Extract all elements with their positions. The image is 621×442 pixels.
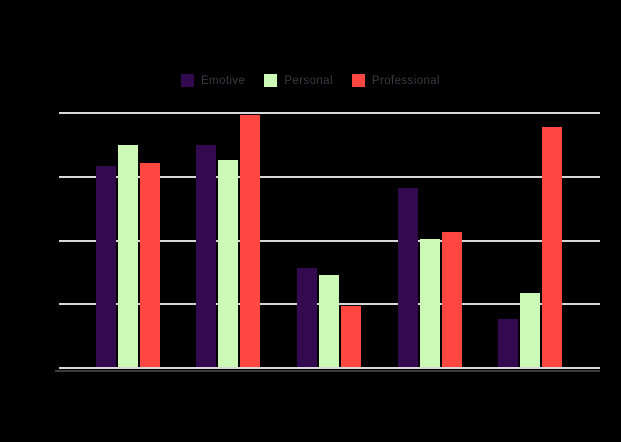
bar-emotive-group1 [95,166,116,367]
legend-label: Personal [284,74,333,87]
legend-label: Emotive [200,74,246,87]
legend-item-personal: Personal [264,74,333,87]
chart-legend: Emotive Personal Professional [0,74,621,87]
bar-professional-group3 [340,306,361,367]
bar-group-2 [196,112,261,367]
bar-personal-group2 [218,160,239,367]
bar-personal-group5 [520,293,541,367]
bar-emotive-group5 [498,319,519,367]
bar-emotive-group4 [397,188,418,367]
bar-emotive-group3 [296,268,317,367]
bar-personal-group1 [117,145,138,367]
bar-group-4 [397,112,462,367]
bar-professional-group4 [441,232,462,367]
gridline-75 [59,175,600,178]
bar-group-3 [296,112,361,367]
bar-group-1 [95,112,160,367]
bar-professional-group2 [240,115,261,367]
legend-label: Professional [371,74,441,87]
bar-personal-group3 [318,275,339,367]
legend-swatch-icon [180,74,194,87]
x-axis-line [55,370,600,372]
gridline-50 [59,239,600,242]
gridline-0 [59,367,600,369]
bar-professional-group1 [139,163,160,367]
bar-group-5 [498,112,563,367]
legend-item-professional: Professional [351,74,441,87]
gridline-100 [59,112,600,114]
legend-item-emotive: Emotive [180,74,246,87]
bar-emotive-group2 [196,145,217,367]
legend-swatch-icon [351,74,365,87]
legend-swatch-icon [264,74,278,87]
bar-personal-group4 [419,239,440,367]
plot-area [59,112,600,369]
bar-professional-group5 [542,127,563,367]
